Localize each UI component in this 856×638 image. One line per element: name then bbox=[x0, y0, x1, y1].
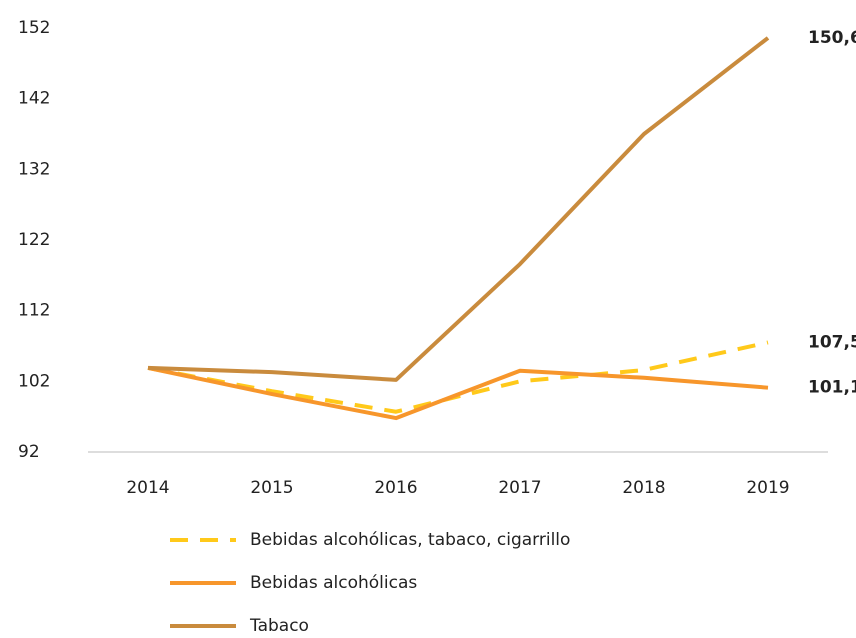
legend-label: Bebidas alcohólicas bbox=[250, 573, 417, 593]
y-tick-label: 152 bbox=[18, 18, 50, 38]
y-tick-label: 92 bbox=[18, 442, 40, 462]
y-tick-label: 132 bbox=[18, 159, 50, 179]
x-tick-label: 2018 bbox=[622, 478, 665, 498]
x-tick-label: 2014 bbox=[126, 478, 169, 498]
y-tick-label: 112 bbox=[18, 301, 50, 321]
y-tick-label: 102 bbox=[18, 371, 50, 391]
x-tick-label: 2019 bbox=[746, 478, 789, 498]
data-label: 101,1 bbox=[808, 378, 856, 398]
data-label: 150,6 bbox=[808, 28, 856, 48]
x-tick-label: 2016 bbox=[374, 478, 417, 498]
x-tick-label: 2017 bbox=[498, 478, 541, 498]
series-line bbox=[147, 36, 770, 382]
y-tick-label: 122 bbox=[18, 230, 50, 250]
legend-label: Bebidas alcohólicas, tabaco, cigarrillo bbox=[250, 530, 570, 550]
x-tick-label: 2015 bbox=[250, 478, 293, 498]
series-line bbox=[147, 340, 769, 414]
data-label: 107,5 bbox=[808, 332, 856, 352]
y-tick-label: 142 bbox=[18, 89, 50, 109]
legend-label: Tabaco bbox=[249, 616, 309, 636]
series-line bbox=[147, 365, 769, 421]
